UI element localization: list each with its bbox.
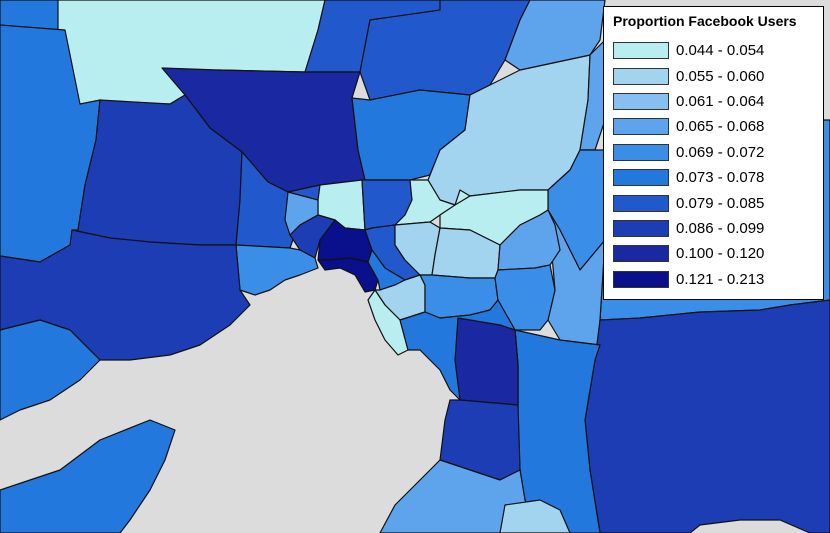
- region: [504, 0, 606, 71]
- legend-item: 0.079 - 0.085: [613, 190, 815, 215]
- legend-swatch: [613, 42, 669, 60]
- legend-item: 0.055 - 0.060: [613, 63, 815, 88]
- legend-item: 0.100 - 0.120: [613, 241, 815, 266]
- legend-swatch: [613, 118, 669, 136]
- legend-title: Proportion Facebook Users: [613, 13, 797, 29]
- legend-swatch: [613, 143, 669, 161]
- legend-label: 0.086 - 0.099: [676, 219, 765, 237]
- legend-item: 0.121 - 0.213: [613, 267, 815, 292]
- legend-label: 0.069 - 0.072: [676, 143, 765, 161]
- legend-item: 0.086 - 0.099: [613, 216, 815, 241]
- legend-swatch: [613, 270, 669, 288]
- legend-swatch: [613, 219, 669, 237]
- legend-item: 0.044 - 0.054: [613, 38, 815, 63]
- legend-label: 0.121 - 0.213: [676, 270, 765, 288]
- region: [0, 419, 176, 533]
- legend-label: 0.055 - 0.060: [676, 67, 765, 85]
- legend-label: 0.079 - 0.085: [676, 194, 765, 212]
- legend-swatch: [613, 92, 669, 110]
- region: [235, 244, 319, 296]
- legend-swatch: [613, 245, 669, 263]
- legend-swatch: [613, 169, 669, 187]
- region: [0, 319, 101, 421]
- legend-label: 0.044 - 0.054: [676, 42, 765, 60]
- region: [584, 299, 830, 533]
- region: [499, 499, 571, 533]
- legend-entries: 0.044 - 0.054 0.055 - 0.060 0.061 - 0.064 0…: [613, 38, 815, 292]
- legend-label: 0.073 - 0.078: [676, 169, 765, 187]
- legend-item: 0.065 - 0.068: [613, 114, 815, 139]
- legend-label: 0.100 - 0.120: [676, 245, 765, 263]
- legend: Proportion Facebook Users 0.044 - 0.054 0…: [603, 6, 824, 300]
- legend-label: 0.061 - 0.064: [676, 92, 765, 110]
- legend-swatch: [613, 194, 669, 212]
- region: [454, 317, 519, 406]
- legend-swatch: [613, 67, 669, 85]
- legend-item: 0.061 - 0.064: [613, 89, 815, 114]
- legend-item: 0.069 - 0.072: [613, 140, 815, 165]
- legend-label: 0.065 - 0.068: [676, 118, 765, 136]
- legend-item: 0.073 - 0.078: [613, 165, 815, 190]
